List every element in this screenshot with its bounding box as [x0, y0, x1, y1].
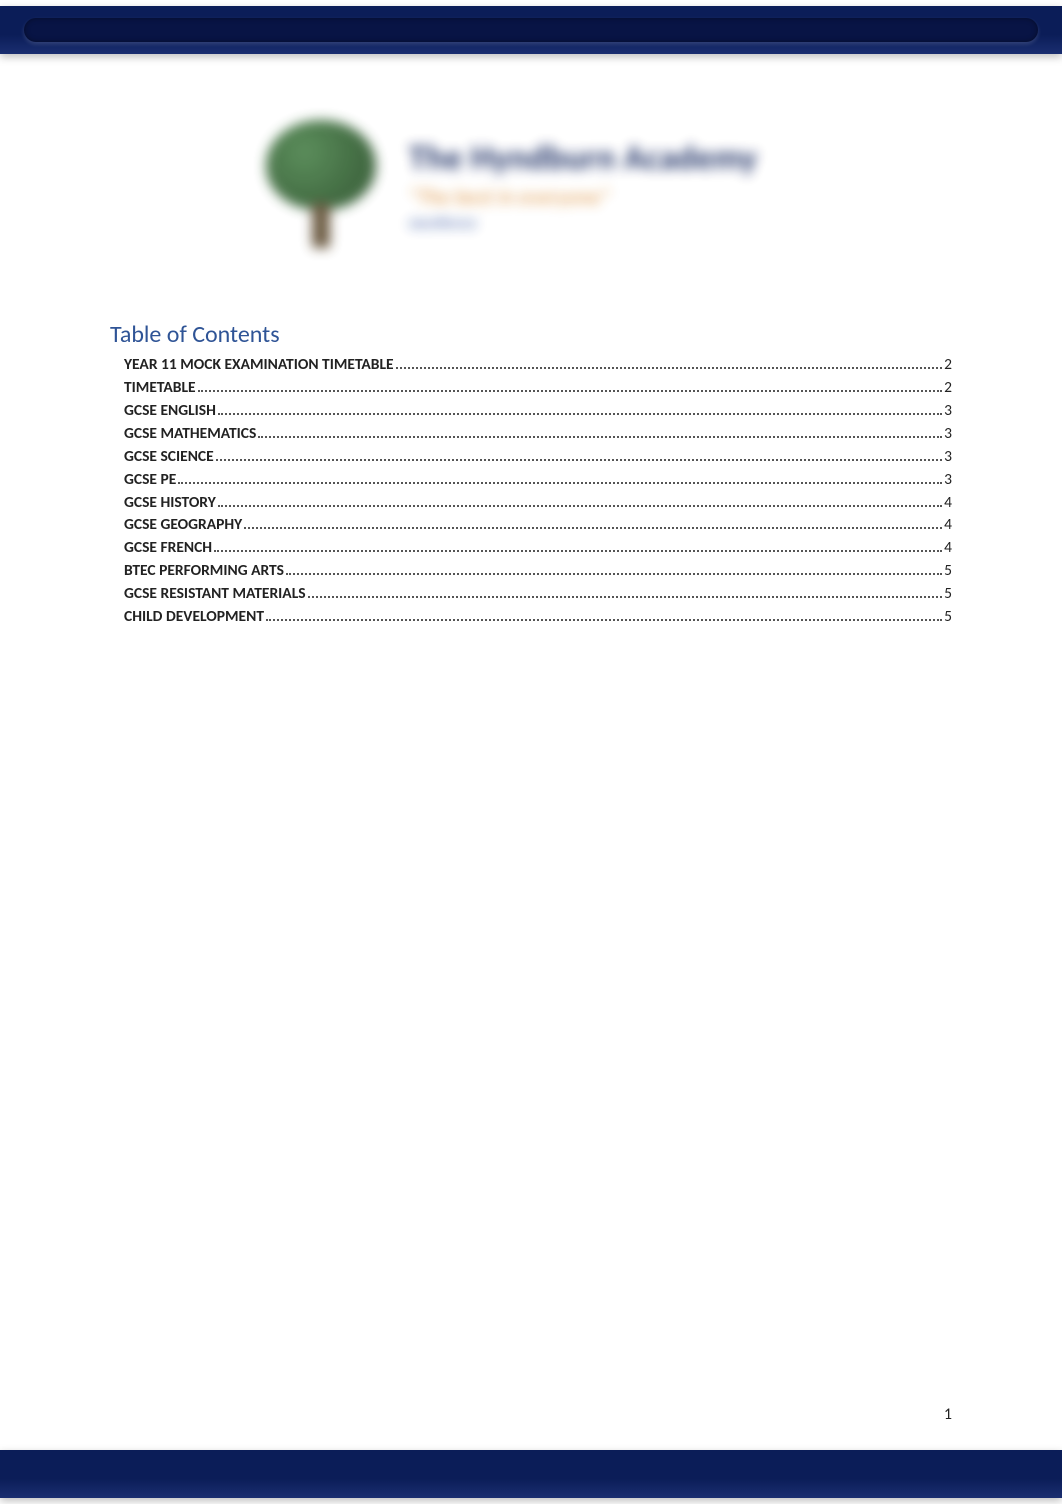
toc-entry-page: 5	[944, 561, 952, 582]
toc-leader	[266, 608, 942, 621]
toc-leader	[258, 425, 942, 438]
toc-entry-page: 3	[944, 424, 952, 445]
toc-entry[interactable]: GCSE PE 3	[124, 470, 952, 491]
toc-entry-page: 3	[944, 447, 952, 468]
toc-entry[interactable]: GCSE HISTORY 4	[124, 493, 952, 514]
toc-entry-label: GCSE PE	[124, 470, 176, 491]
logo-subtext: excellence	[409, 214, 757, 233]
document-page: The Hyndburn Academy "The best in everyo…	[0, 0, 1062, 1504]
toc-entry-page: 3	[944, 401, 952, 422]
toc-leader	[214, 540, 942, 553]
toc-entry[interactable]: CHILD DEVELOPMENT 5	[124, 607, 952, 628]
toc-entry-label: CHILD DEVELOPMENT	[124, 607, 264, 628]
toc-entry[interactable]: GCSE GEOGRAPHY 4	[124, 515, 952, 536]
toc-leader	[286, 562, 942, 575]
tree-icon	[251, 115, 391, 255]
page-number: 1	[944, 1405, 952, 1424]
toc-leader	[218, 402, 942, 415]
table-of-contents: YEAR 11 MOCK EXAMINATION TIMETABLE 2TIME…	[124, 355, 952, 628]
logo-text: The Hyndburn Academy "The best in everyo…	[409, 138, 757, 233]
toc-leader	[178, 471, 942, 484]
toc-entry-label: GCSE ENGLISH	[124, 401, 216, 422]
logo-tagline: "The best in everyone"	[409, 183, 757, 210]
toc-leader	[216, 448, 942, 461]
toc-leader	[308, 585, 943, 598]
toc-entry[interactable]: GCSE SCIENCE 3	[124, 447, 952, 468]
toc-entry[interactable]: GCSE ENGLISH 3	[124, 401, 952, 422]
toc-entry-page: 3	[944, 470, 952, 491]
toc-entry-page: 4	[944, 515, 952, 536]
toc-heading: Table of Contents	[110, 320, 952, 349]
toc-leader	[244, 517, 942, 530]
toc-leader	[198, 379, 943, 392]
toc-leader	[218, 494, 942, 507]
toc-entry[interactable]: BTEC PERFORMING ARTS 5	[124, 561, 952, 582]
top-banner-inner	[24, 18, 1038, 42]
toc-leader	[396, 356, 943, 369]
toc-entry[interactable]: YEAR 11 MOCK EXAMINATION TIMETABLE 2	[124, 355, 952, 376]
toc-entry[interactable]: TIMETABLE 2	[124, 378, 952, 399]
toc-entry-page: 4	[944, 538, 952, 559]
page-content: The Hyndburn Academy "The best in everyo…	[110, 80, 952, 1424]
toc-entry[interactable]: GCSE MATHEMATICS 3	[124, 424, 952, 445]
toc-entry-label: GCSE GEOGRAPHY	[124, 515, 242, 536]
toc-entry[interactable]: GCSE RESISTANT MATERIALS 5	[124, 584, 952, 605]
logo-title: The Hyndburn Academy	[409, 138, 757, 179]
toc-entry[interactable]: GCSE FRENCH 4	[124, 538, 952, 559]
toc-entry-label: GCSE MATHEMATICS	[124, 424, 256, 445]
toc-entry-page: 2	[944, 355, 952, 376]
toc-entry-label: GCSE SCIENCE	[124, 447, 214, 468]
toc-entry-label: TIMETABLE	[124, 378, 196, 399]
toc-entry-page: 4	[944, 493, 952, 514]
toc-entry-label: GCSE FRENCH	[124, 538, 212, 559]
toc-entry-page: 5	[944, 607, 952, 628]
toc-entry-label: YEAR 11 MOCK EXAMINATION TIMETABLE	[124, 355, 394, 376]
school-logo: The Hyndburn Academy "The best in everyo…	[251, 110, 811, 260]
bottom-banner	[0, 1450, 1062, 1498]
toc-entry-label: GCSE RESISTANT MATERIALS	[124, 584, 306, 605]
toc-entry-page: 5	[944, 584, 952, 605]
toc-entry-page: 2	[944, 378, 952, 399]
toc-entry-label: BTEC PERFORMING ARTS	[124, 561, 284, 582]
toc-entry-label: GCSE HISTORY	[124, 493, 216, 514]
